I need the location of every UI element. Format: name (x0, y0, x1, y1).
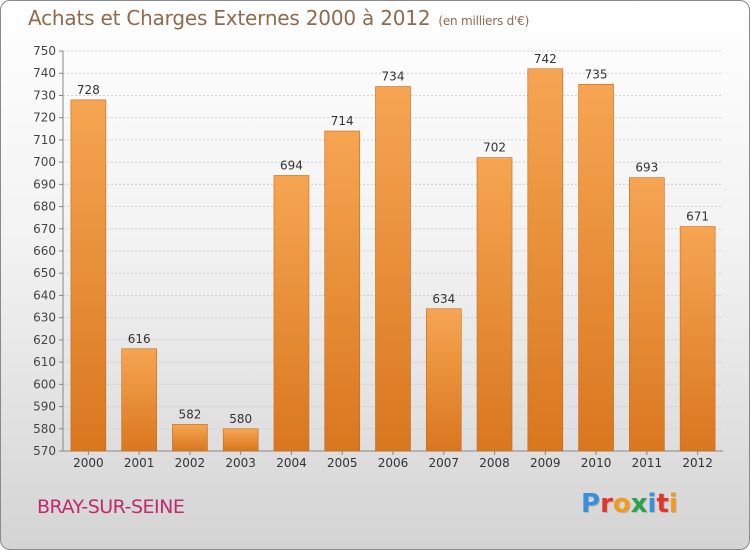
bar (222, 428, 259, 452)
logo-letter: o (612, 489, 631, 519)
bar (476, 157, 513, 452)
y-tick-label: 580 (33, 422, 56, 436)
y-tick-label: 570 (33, 444, 56, 458)
logo-letter: r (600, 489, 613, 519)
y-tick-label: 720 (33, 111, 56, 125)
bar-value-label: 582 (178, 407, 201, 421)
bar-value-label: 742 (534, 52, 557, 66)
logo-letter: P (581, 489, 601, 519)
chart-title-text: Achats et Charges Externes 2000 à 2012 (28, 6, 431, 30)
x-tick-label: 2011 (632, 456, 663, 470)
y-tick-label: 670 (33, 222, 56, 236)
y-tick-label: 680 (33, 200, 56, 214)
x-tick-label: 2010 (581, 456, 612, 470)
labels: 570 580 590 600 610 620 630 640 650 660 670 680 690 7… (33, 44, 713, 470)
x-tick-label: 2009 (530, 456, 561, 470)
bar-value-label: 714 (331, 114, 354, 128)
y-tick-label: 590 (33, 400, 56, 414)
logo-letter: i (647, 489, 657, 519)
bar-value-label: 580 (229, 412, 252, 426)
bar (273, 175, 310, 452)
x-tick-label: 2003 (225, 456, 256, 470)
bar (172, 424, 208, 452)
bar-value-label: 693 (635, 161, 658, 175)
y-tick-label: 700 (33, 155, 56, 169)
x-tick-label: 2001 (124, 456, 155, 470)
y-tick-label: 730 (33, 88, 56, 102)
logo-letter: i (668, 489, 678, 519)
x-tick-label: 2008 (479, 456, 510, 470)
y-tick-label: 610 (33, 355, 56, 369)
x-tick-label: 2007 (428, 456, 459, 470)
y-tick-label: 740 (33, 66, 56, 80)
proxiti-logo[interactable]: Proxiti (581, 489, 678, 519)
bar-value-label: 734 (382, 70, 405, 84)
logo-letter: t (656, 489, 669, 519)
y-tick-label: 660 (33, 244, 56, 258)
y-tick-label: 600 (33, 377, 56, 391)
city-name: BRAY-SUR-SEINE (37, 496, 185, 518)
y-tick-label: 710 (33, 133, 56, 147)
y-tick-label: 750 (33, 44, 56, 58)
x-tick-label: 2000 (73, 456, 104, 470)
bar-chart: 570 580 590 600 610 620 630 640 650 660 670 680 690 7… (33, 44, 723, 470)
bar (578, 84, 614, 452)
y-tick-label: 690 (33, 177, 56, 191)
x-tick-label: 2005 (327, 456, 358, 470)
bar (527, 68, 564, 452)
bar (629, 177, 665, 452)
bar (121, 348, 157, 452)
bar (425, 308, 462, 452)
bar (375, 86, 411, 452)
bar (324, 130, 361, 452)
bar-value-label: 694 (280, 158, 303, 172)
chart-subtitle: (en milliers d'€) (438, 14, 530, 28)
x-tick-label: 2012 (682, 456, 713, 470)
x-tick-label: 2006 (378, 456, 409, 470)
bars (70, 68, 716, 452)
chart-title: Achats et Charges Externes 2000 à 2012 (e… (28, 6, 529, 30)
bar-value-label: 634 (432, 292, 455, 306)
y-tick-label: 650 (33, 266, 56, 280)
bar-value-label: 735 (585, 67, 608, 81)
bar-value-label: 616 (128, 332, 151, 346)
bar-value-label: 671 (686, 210, 709, 224)
x-tick-label: 2004 (276, 456, 307, 470)
y-tick-label: 630 (33, 311, 56, 325)
bar-value-label: 702 (483, 141, 506, 155)
bar (679, 226, 716, 452)
x-tick-label: 2002 (175, 456, 206, 470)
y-tick-label: 620 (33, 333, 56, 347)
logo-letter: x (630, 489, 648, 519)
y-tick-label: 640 (33, 288, 56, 302)
bar-value-label: 728 (77, 83, 100, 97)
bar (70, 99, 107, 452)
